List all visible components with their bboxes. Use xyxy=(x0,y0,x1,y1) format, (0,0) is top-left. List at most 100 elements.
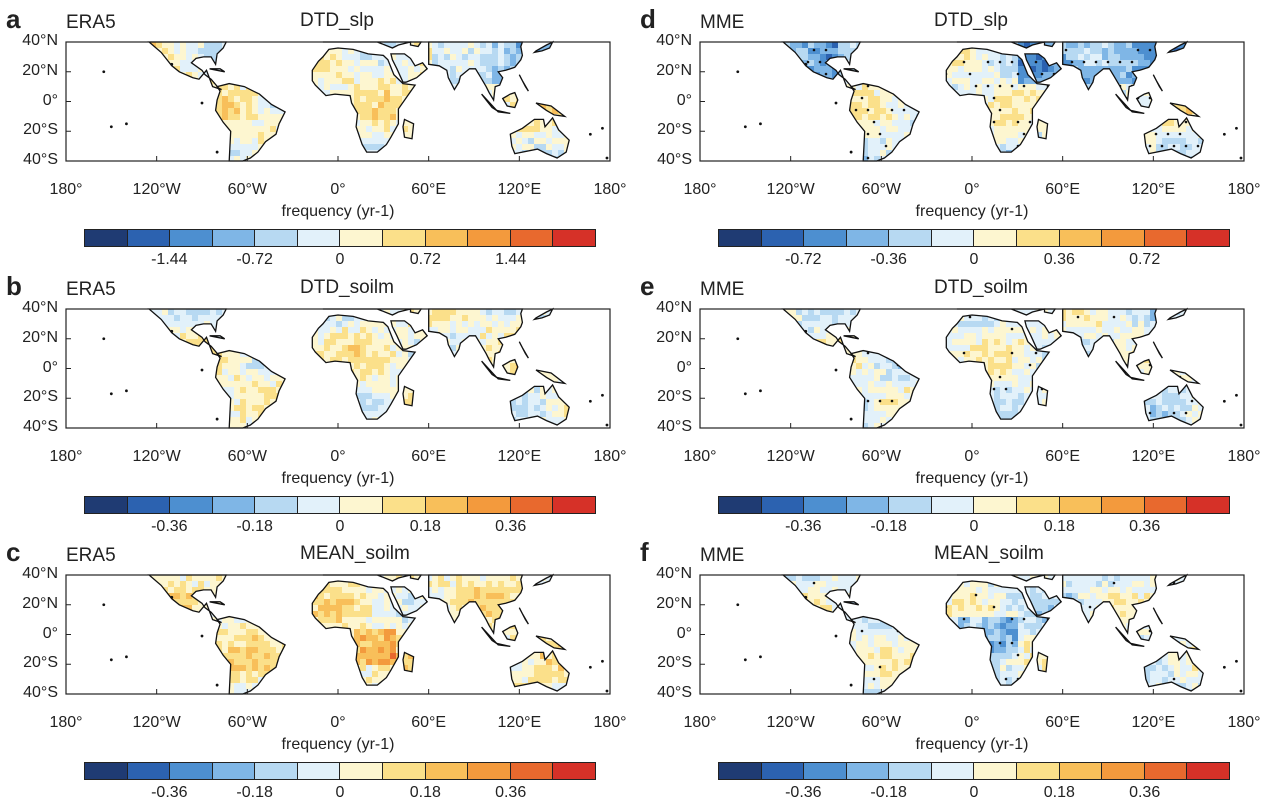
heat-cell xyxy=(414,42,421,49)
heat-cell xyxy=(162,617,169,624)
heat-cell xyxy=(300,381,307,388)
heat-cell xyxy=(546,623,553,630)
heat-cell xyxy=(606,132,613,139)
heat-cell xyxy=(102,351,109,358)
heat-cell xyxy=(354,78,361,85)
heat-cell xyxy=(336,405,343,412)
heat-cell xyxy=(348,375,355,382)
heat-cell xyxy=(330,96,337,103)
heat-cell xyxy=(354,617,361,624)
heat-cell xyxy=(108,399,115,406)
heat-cell xyxy=(594,611,601,618)
heat-cell xyxy=(300,375,307,382)
heat-cell xyxy=(588,405,595,412)
heat-cell xyxy=(294,381,301,388)
heat-cell xyxy=(78,653,85,660)
heat-cell xyxy=(378,96,385,103)
heat-cell xyxy=(300,369,307,376)
heat-cell xyxy=(126,321,133,328)
heat-cell xyxy=(120,375,127,382)
heat-cell xyxy=(534,605,541,612)
heat-cell xyxy=(102,405,109,412)
heat-cell xyxy=(288,144,295,151)
heat-cell xyxy=(198,48,205,55)
heat-cell xyxy=(168,363,175,370)
heat-cell xyxy=(450,605,457,612)
heat-cell xyxy=(432,114,439,121)
heat-cell xyxy=(450,126,457,133)
heat-cell xyxy=(234,575,241,582)
heat-cell xyxy=(414,315,421,322)
heat-cell xyxy=(570,581,577,588)
heat-cell xyxy=(270,629,277,636)
heat-cell xyxy=(198,647,205,654)
heat-cell xyxy=(510,132,517,139)
heat-cell xyxy=(264,60,271,67)
heat-cell xyxy=(384,351,391,358)
heat-cell xyxy=(510,315,517,322)
heat-cell xyxy=(306,120,313,127)
heat-cell xyxy=(360,120,367,127)
heat-cell xyxy=(552,363,559,370)
heat-cell xyxy=(186,393,193,400)
heat-cell xyxy=(318,60,325,67)
heat-cell xyxy=(324,375,331,382)
heat-cell xyxy=(540,387,547,394)
heat-cell xyxy=(216,327,223,334)
heat-cell xyxy=(288,321,295,328)
heat-cell xyxy=(300,144,307,151)
heat-cell xyxy=(534,132,541,139)
heat-cell xyxy=(342,114,349,121)
heat-cell xyxy=(300,114,307,121)
heat-cell xyxy=(138,369,145,376)
heat-cell xyxy=(486,617,493,624)
heat-cell xyxy=(300,647,307,654)
heat-cell xyxy=(114,357,121,364)
heat-cell xyxy=(180,653,187,660)
heat-cell xyxy=(348,611,355,618)
heat-cell xyxy=(174,102,181,109)
heat-cell xyxy=(78,399,85,406)
heat-cell xyxy=(408,647,415,654)
heat-cell xyxy=(216,393,223,400)
heat-cell xyxy=(138,102,145,109)
heat-cell xyxy=(150,150,157,157)
heat-cell xyxy=(300,345,307,352)
heat-cell xyxy=(564,647,570,654)
heat-cell xyxy=(366,629,373,636)
heat-cell xyxy=(384,369,391,376)
heat-cell xyxy=(486,66,493,73)
heat-cell xyxy=(360,363,367,370)
heat-cell xyxy=(582,54,589,61)
heat-cell xyxy=(558,357,565,364)
heat-cell xyxy=(420,315,427,322)
heat-cell xyxy=(534,60,541,67)
heat-cell xyxy=(336,72,343,79)
heat-cell xyxy=(192,399,199,406)
heat-cell xyxy=(594,309,601,316)
heat-cell xyxy=(120,66,127,73)
heat-cell xyxy=(588,599,595,606)
heat-cell xyxy=(234,593,241,600)
heat-cell xyxy=(288,102,295,109)
heat-cell xyxy=(84,132,91,139)
heat-cell xyxy=(432,399,439,406)
heat-cell xyxy=(66,327,73,334)
heat-cell xyxy=(102,363,109,370)
heat-cell xyxy=(522,593,529,600)
heat-cell xyxy=(420,629,427,636)
heat-cell xyxy=(516,108,523,115)
heat-cell xyxy=(372,605,379,612)
heat-cell xyxy=(504,629,511,636)
heat-cell xyxy=(462,647,469,654)
heat-cell xyxy=(270,647,277,654)
heat-cell xyxy=(180,150,187,157)
heat-cell xyxy=(252,399,259,406)
heat-cell xyxy=(354,120,361,127)
heat-cell xyxy=(72,138,79,145)
heat-cell xyxy=(312,333,319,340)
heat-cell xyxy=(558,605,565,612)
heat-cell xyxy=(234,339,241,346)
heat-cell xyxy=(168,72,175,79)
heat-cell xyxy=(306,581,313,588)
